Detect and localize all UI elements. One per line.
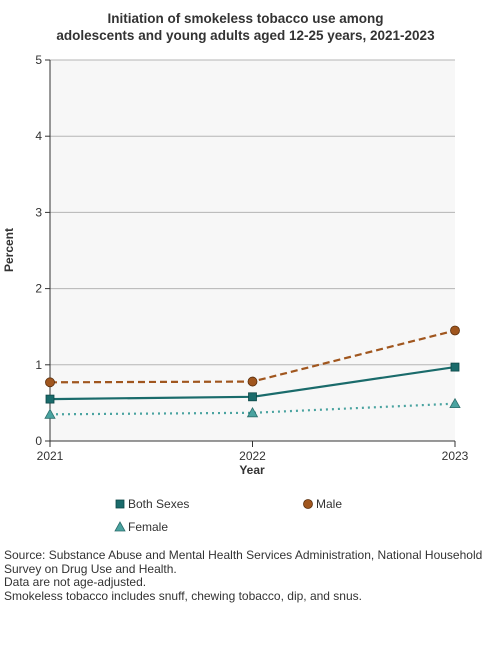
grid-layer <box>50 59 455 366</box>
y-axis-label: Percent <box>2 228 16 272</box>
x-tick-label: 2022 <box>239 449 266 463</box>
legend-label-both-sexes: Both Sexes <box>128 497 189 511</box>
y-tick-label: 0 <box>35 434 42 448</box>
point-female-2023 <box>449 397 461 409</box>
x-tick-label: 2023 <box>442 449 469 463</box>
chart-title-line-2: adolescents and young adults aged 12-25 … <box>56 28 435 43</box>
x-tick-label: 2021 <box>37 449 64 463</box>
point-both-sexes-2023 <box>450 362 460 372</box>
point-female-2021 <box>44 408 56 419</box>
footnote-source: Source: Substance Abuse and Mental Healt… <box>4 548 483 576</box>
point-male-2022 <box>247 376 258 387</box>
footnote-age-adjusted: Data are not age-adjusted. <box>4 575 147 589</box>
footnote-definition: Smokeless tobacco includes snuff, chewin… <box>4 588 362 603</box>
point-female-2022 <box>246 406 259 418</box>
legend: Both Sexes Male Female <box>114 497 342 534</box>
point-male-2023 <box>450 325 460 336</box>
y-tick-label: 1 <box>35 358 42 372</box>
y-tick-label: 4 <box>35 129 42 143</box>
legend-label-male: Male <box>316 497 342 511</box>
legend-marker-male <box>303 499 313 509</box>
legend-label-female: Female <box>128 520 168 534</box>
point-both-sexes-2022 <box>248 392 257 402</box>
legend-marker-female <box>114 521 126 532</box>
y-tick-label: 3 <box>35 205 42 219</box>
series-layer <box>44 325 461 419</box>
legend-marker-both-sexes <box>115 499 125 509</box>
chart-title: Initiation of smokeless tobacco use amon… <box>0 10 491 44</box>
chart-title-line-1: Initiation of smokeless tobacco use amon… <box>107 11 384 26</box>
footnotes: Source: Substance Abuse and Mental Healt… <box>4 548 489 603</box>
point-male-2021 <box>45 377 55 388</box>
y-tick-label: 2 <box>35 282 42 296</box>
y-tick-label: 5 <box>35 53 42 67</box>
point-both-sexes-2021 <box>45 394 55 404</box>
line-chart: 0 1 2 3 4 5 2021 2022 2023 Percent Year Both Sex… <box>2 53 469 534</box>
series-line-female <box>49 402 456 416</box>
x-axis-label: Year <box>239 463 265 477</box>
